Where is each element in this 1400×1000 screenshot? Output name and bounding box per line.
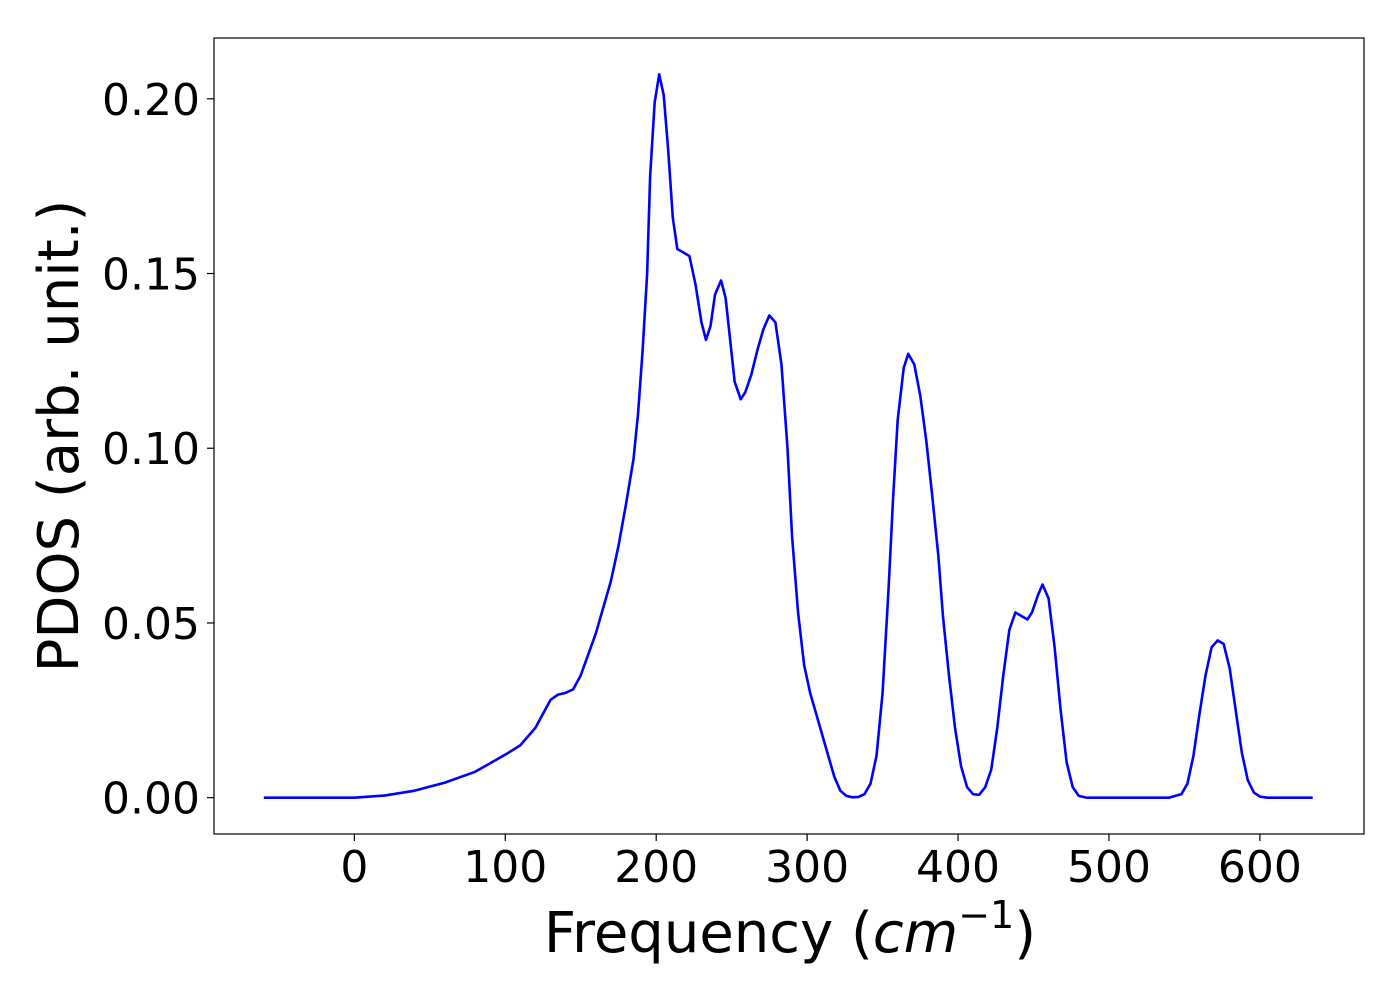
y-tick-label: 0.05 xyxy=(102,599,200,650)
x-tick-label: 300 xyxy=(765,842,849,893)
x-tick-label: 100 xyxy=(463,842,547,893)
x-tick-label: 500 xyxy=(1067,842,1151,893)
x-axis-label: Frequency (cm−1) xyxy=(544,893,1036,966)
x-tick-label: 200 xyxy=(614,842,698,893)
plot-frame xyxy=(213,37,1365,835)
x-tick-label: 0 xyxy=(340,842,368,893)
x-tick-label: 400 xyxy=(916,842,1000,893)
x-tick-label: 600 xyxy=(1218,842,1302,893)
y-tick-label: 0.20 xyxy=(102,75,200,126)
y-tick-label: 0.00 xyxy=(102,774,200,825)
pdos-line xyxy=(263,73,1313,799)
y-axis-label: PDOS (arb. unit.) xyxy=(27,200,92,673)
y-tick-label: 0.15 xyxy=(102,250,200,301)
y-tick-label: 0.10 xyxy=(102,424,200,475)
